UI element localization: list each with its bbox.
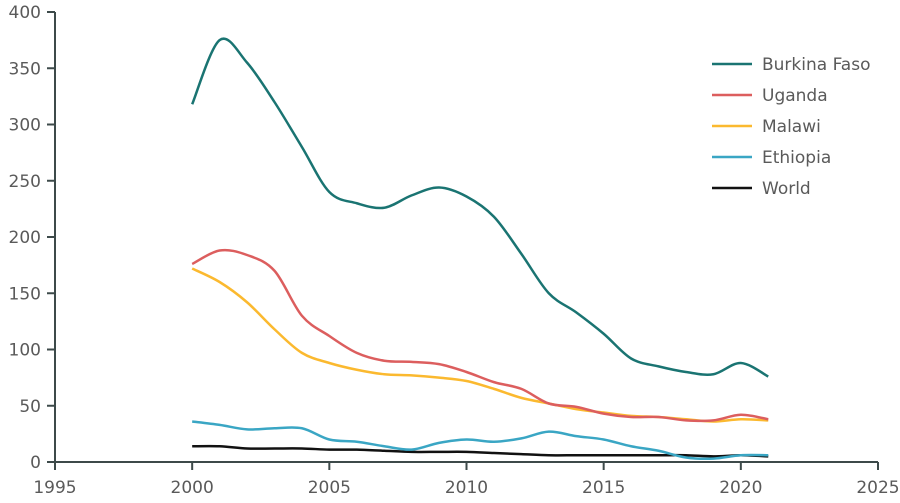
axes: 0 50 100 150 200 250 300 350 400 1995 2000 2005 2010… bbox=[9, 3, 900, 498]
x-tick-label: 1995 bbox=[33, 478, 76, 498]
legend: Burkina Faso Uganda Malawi Ethiopia World bbox=[712, 55, 870, 199]
series-line-malawi bbox=[191, 267, 769, 423]
y-tick-label: 300 bbox=[9, 116, 41, 136]
series-line-burkina-faso bbox=[191, 37, 769, 378]
legend-label: Ethiopia bbox=[762, 148, 831, 168]
y-tick-label: 250 bbox=[9, 172, 41, 192]
x-tick-label: 2010 bbox=[445, 478, 488, 498]
y-tick-label: 100 bbox=[9, 341, 41, 361]
y-tick-label: 50 bbox=[19, 397, 41, 417]
series-line-world bbox=[192, 444, 769, 458]
legend-label: Malawi bbox=[762, 117, 821, 137]
legend-label: World bbox=[762, 179, 811, 199]
x-tick-label: 2005 bbox=[308, 478, 351, 498]
x-tick-label: 2025 bbox=[856, 478, 899, 498]
series-line-ethiopia bbox=[192, 420, 769, 461]
legend-label: Uganda bbox=[762, 86, 828, 106]
x-tick-label: 2015 bbox=[582, 478, 625, 498]
series-line-uganda bbox=[191, 248, 769, 423]
y-tick-label: 350 bbox=[9, 59, 41, 79]
y-tick-label: 0 bbox=[30, 453, 41, 473]
x-tick-label: 2000 bbox=[171, 478, 214, 498]
y-tick-label: 150 bbox=[9, 284, 41, 304]
x-tick-label: 2020 bbox=[719, 478, 762, 498]
y-tick-label: 200 bbox=[9, 228, 41, 248]
legend-label: Burkina Faso bbox=[762, 55, 870, 75]
series-lines bbox=[191, 37, 769, 461]
y-tick-label: 400 bbox=[9, 3, 41, 23]
